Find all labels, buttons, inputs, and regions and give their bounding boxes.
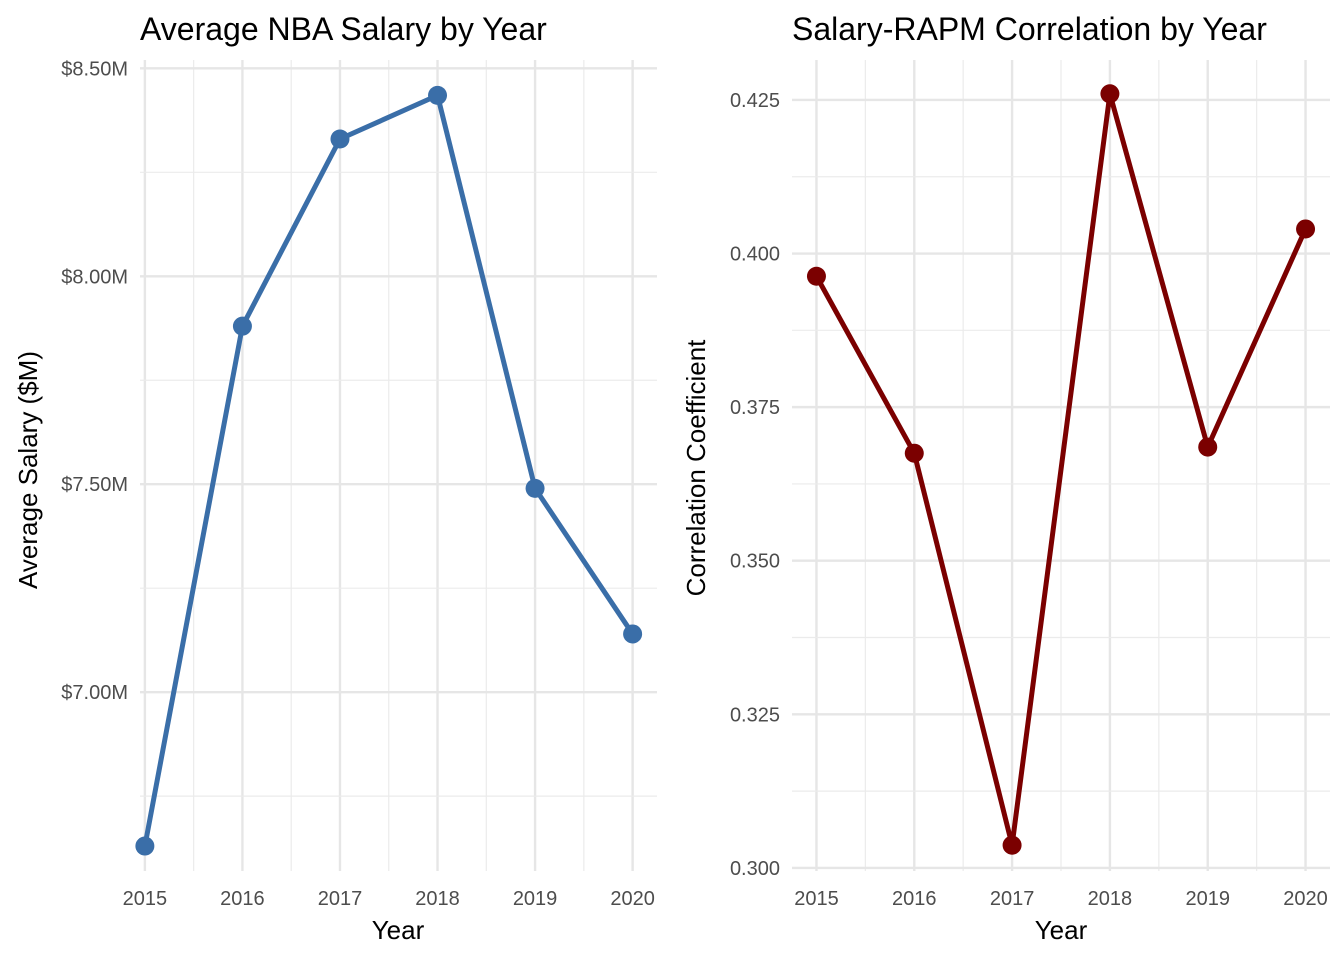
salary-x-tick-label: 2020 (610, 888, 655, 910)
salary-ticks: $7.00M $7.50M $8.00M $8.50M 2015 2016 2017 2018… (61, 58, 655, 910)
correlation-x-tick-label: 2016 (892, 888, 937, 910)
correlation-line (813, 91, 1309, 848)
correlation-ticks: 0.300 0.325 0.350 0.375 0.400 0.425 2015 2016 20… (730, 90, 1328, 910)
salary-x-tick-label: 2018 (415, 888, 460, 910)
correlation-x-tick-label: 2020 (1283, 888, 1328, 910)
salary-point (232, 316, 252, 336)
salary-x-axis-label: Year (372, 915, 425, 945)
salary-y-tick-label: $8.50M (61, 58, 128, 80)
correlation-x-tick-label: 2017 (990, 888, 1035, 910)
correlation-y-tick-label: 0.300 (730, 858, 780, 880)
correlation-point (1002, 835, 1022, 855)
salary-y-tick-label: $7.00M (61, 682, 128, 704)
salary-line (142, 92, 636, 849)
salary-point (330, 129, 350, 149)
correlation-y-axis-label: Correlation Coefficient (681, 339, 711, 597)
correlation-x-tick-label: 2019 (1185, 888, 1230, 910)
salary-chart-title: Average NBA Salary by Year (140, 11, 547, 47)
salary-panel: Average NBA Salary by Year $7.00M$7.50M$… (13, 11, 657, 945)
correlation-y-tick-label: 0.325 (730, 704, 780, 726)
salary-y-tick-label: $8.00M (61, 266, 128, 288)
correlation-y-tick-label: 0.400 (730, 244, 780, 266)
salary-y-tick-label: $7.50M (61, 474, 128, 496)
correlation-chart-title: Salary-RAPM Correlation by Year (792, 11, 1267, 47)
correlation-point (806, 266, 826, 286)
correlation-point (1198, 437, 1218, 457)
correlation-series (806, 84, 1316, 855)
salary-series (135, 85, 643, 856)
salary-x-tick-label: 2015 (123, 888, 168, 910)
correlation-y-tick-label: 0.350 (730, 551, 780, 573)
correlation-point (1100, 84, 1120, 104)
correlation-x-axis-label: Year (1035, 915, 1088, 945)
salary-y-axis-label: Average Salary ($M) (13, 351, 43, 589)
correlation-x-tick-label: 2018 (1088, 888, 1133, 910)
correlation-point (904, 443, 924, 463)
correlation-point (1296, 219, 1316, 239)
correlation-y-tick-label: 0.375 (730, 397, 780, 419)
correlation-panel: Salary-RAPM Correlation by Year 0.3000.3… (681, 11, 1330, 945)
salary-x-tick-label: 2019 (513, 888, 558, 910)
salary-point (428, 85, 448, 105)
salary-point (135, 836, 155, 856)
salary-x-tick-label: 2016 (220, 888, 265, 910)
salary-point (623, 624, 643, 644)
correlation-x-tick-label: 2015 (794, 888, 839, 910)
salary-point (525, 478, 545, 498)
salary-x-tick-label: 2017 (318, 888, 363, 910)
correlation-y-tick-label: 0.425 (730, 90, 780, 112)
salary-grid (140, 60, 657, 871)
